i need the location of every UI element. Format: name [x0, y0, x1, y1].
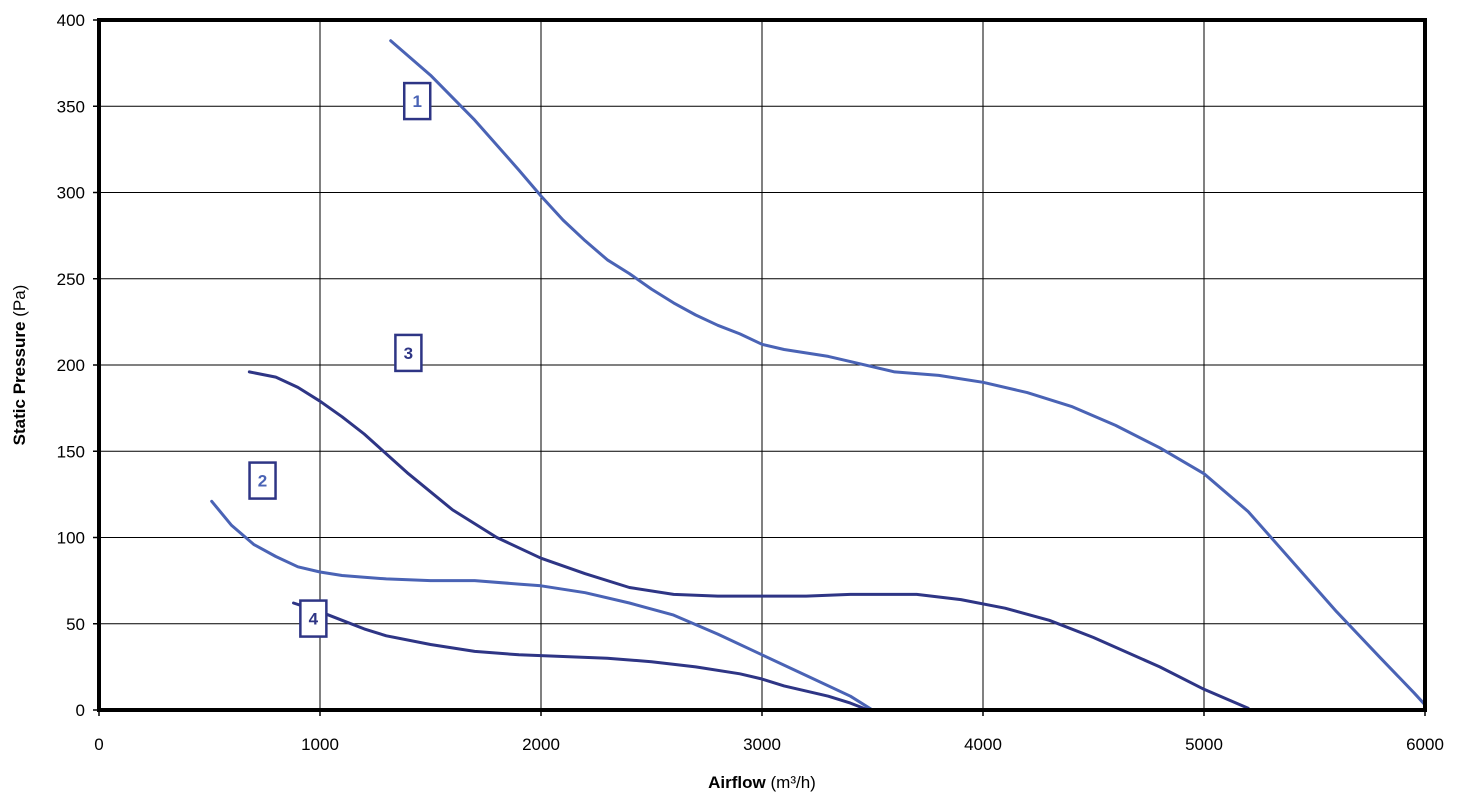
series-callouts: 1 2 3 4 — [248, 81, 432, 638]
series-line-4 — [292, 601, 870, 712]
y-tick-label: 250 — [57, 270, 85, 289]
series-callout-4: 4 — [299, 599, 328, 638]
series-line-2 — [210, 499, 874, 712]
series-callout-3: 3 — [394, 333, 423, 373]
series-line-3 — [247, 370, 1250, 710]
y-tick-label: 400 — [57, 11, 85, 30]
y-tick-label: 150 — [57, 442, 85, 461]
y-tick-label: 50 — [66, 615, 85, 634]
y-tick-label: 200 — [57, 356, 85, 375]
x-axis-title-text: Airflow — [708, 773, 766, 792]
x-axis-title: Airflow (m³/h) — [708, 773, 816, 792]
y-axis-title-unit: (Pa) — [10, 285, 29, 317]
x-tick-label: 0 — [94, 735, 103, 754]
callout-box — [394, 333, 423, 373]
x-tick-label: 4000 — [964, 735, 1002, 754]
callout-box — [248, 461, 277, 500]
y-axis-ticks: 0 50 100 150 200 250 300 350 400 — [57, 11, 99, 720]
series-label: 4 — [309, 610, 319, 629]
x-tick-label: 5000 — [1185, 735, 1223, 754]
callout-box — [402, 81, 432, 121]
series-callout-2: 2 — [248, 461, 277, 500]
y-tick-label: 300 — [57, 184, 85, 203]
series-callout-1: 1 — [402, 81, 432, 121]
y-tick-label: 350 — [57, 97, 85, 116]
x-axis-ticks: 0 1000 2000 3000 4000 5000 6000 — [94, 710, 1444, 754]
series-label: 3 — [404, 344, 413, 363]
callout-box — [299, 599, 328, 638]
x-axis-title-unit: (m³/h) — [771, 773, 816, 792]
x-tick-label: 1000 — [301, 735, 339, 754]
y-axis-title: Static Pressure (Pa) — [10, 285, 29, 446]
x-tick-label: 6000 — [1406, 735, 1444, 754]
x-tick-label: 2000 — [522, 735, 560, 754]
gridlines — [98, 19, 1426, 711]
series-label: 2 — [258, 472, 267, 491]
y-axis-title-text: Static Pressure — [10, 322, 29, 446]
series-layer — [210, 39, 1427, 712]
y-tick-label: 100 — [57, 529, 85, 548]
y-tick-label: 0 — [76, 701, 85, 720]
x-tick-label: 3000 — [743, 735, 781, 754]
series-label: 1 — [413, 92, 422, 111]
series-line-1 — [389, 39, 1427, 707]
